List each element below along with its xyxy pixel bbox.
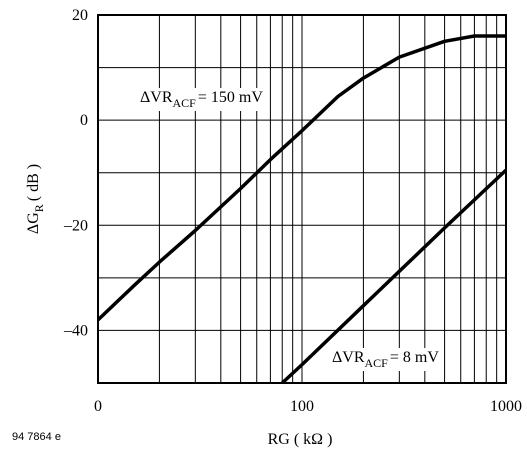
curve bbox=[281, 168, 508, 385]
y-tick-label: 20 bbox=[72, 7, 88, 24]
y-label-main: ΔG bbox=[25, 212, 42, 234]
x-tick-label: 100 bbox=[290, 398, 314, 415]
y-tick-label: –40 bbox=[63, 322, 88, 339]
x-axis-label: RG ( kΩ ) bbox=[268, 431, 333, 448]
curve-label-bg bbox=[137, 88, 267, 111]
curve-label-bg bbox=[329, 348, 443, 371]
y-tick-label: –20 bbox=[63, 217, 88, 234]
x-tick-label: 1000 bbox=[490, 398, 522, 415]
curve-label-name: ΔVR bbox=[332, 349, 365, 366]
curve-label: ΔVRACF = 150 mV bbox=[140, 89, 263, 110]
y-axis-label: ΔGR ( dB ) bbox=[25, 164, 46, 234]
y-label-sub: R bbox=[32, 204, 46, 212]
curve-label-sub: ACF bbox=[173, 96, 197, 110]
curve-label-sub: ACF bbox=[365, 356, 389, 370]
curve bbox=[96, 34, 506, 322]
curve-label-name: ΔVR bbox=[140, 89, 173, 106]
curve-label-suffix: = 8 mV bbox=[390, 349, 439, 366]
x-label-unit: ( kΩ ) bbox=[294, 431, 333, 448]
curve-label: ΔVRACF = 8 mV bbox=[332, 349, 439, 370]
x-label-main: RG bbox=[268, 431, 291, 448]
curve-label-suffix: = 150 mV bbox=[198, 89, 263, 106]
x-tick-label: 0 bbox=[94, 398, 102, 415]
y-label-unit: ( dB ) bbox=[25, 164, 42, 201]
y-tick-label: 0 bbox=[80, 112, 88, 129]
plot-frame bbox=[97, 14, 507, 384]
figure-code: 94 7864 e bbox=[12, 431, 61, 443]
